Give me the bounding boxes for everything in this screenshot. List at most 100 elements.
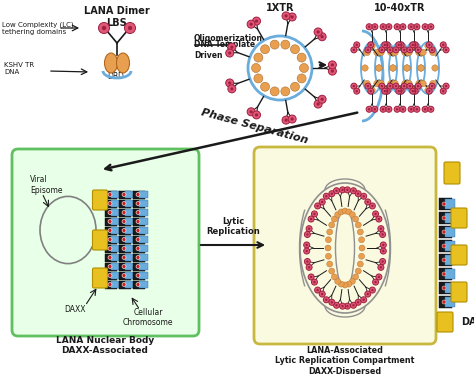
Circle shape <box>325 298 328 301</box>
FancyBboxPatch shape <box>105 254 117 261</box>
Circle shape <box>414 90 417 92</box>
Circle shape <box>261 45 270 54</box>
Circle shape <box>108 211 112 215</box>
Circle shape <box>252 64 261 73</box>
FancyBboxPatch shape <box>445 241 455 251</box>
Circle shape <box>361 297 367 303</box>
Circle shape <box>386 106 392 112</box>
FancyBboxPatch shape <box>125 245 134 252</box>
Circle shape <box>122 264 126 269</box>
FancyBboxPatch shape <box>133 199 145 208</box>
Circle shape <box>378 226 384 232</box>
Circle shape <box>331 301 333 303</box>
Circle shape <box>371 289 374 291</box>
Circle shape <box>270 87 279 96</box>
FancyBboxPatch shape <box>133 208 145 217</box>
FancyBboxPatch shape <box>139 227 148 234</box>
FancyBboxPatch shape <box>119 227 131 234</box>
Circle shape <box>411 90 414 92</box>
Circle shape <box>356 90 358 92</box>
FancyBboxPatch shape <box>92 268 108 288</box>
Circle shape <box>308 227 310 230</box>
Circle shape <box>136 264 140 269</box>
FancyBboxPatch shape <box>111 191 120 198</box>
Circle shape <box>353 49 355 51</box>
Text: Viral
Episome: Viral Episome <box>30 175 63 195</box>
Circle shape <box>430 49 436 56</box>
Circle shape <box>367 49 369 51</box>
Circle shape <box>429 83 435 89</box>
Circle shape <box>384 88 390 94</box>
Circle shape <box>323 193 329 199</box>
Circle shape <box>390 65 396 71</box>
FancyBboxPatch shape <box>444 162 460 184</box>
Circle shape <box>398 90 400 92</box>
Circle shape <box>359 245 365 251</box>
Circle shape <box>136 220 140 224</box>
Circle shape <box>122 255 126 260</box>
Circle shape <box>136 273 140 278</box>
Circle shape <box>108 237 112 242</box>
Circle shape <box>380 227 382 230</box>
Circle shape <box>414 24 420 30</box>
Text: 1XTR: 1XTR <box>266 3 294 13</box>
Circle shape <box>442 90 445 92</box>
Circle shape <box>325 195 328 197</box>
Circle shape <box>315 203 320 209</box>
Circle shape <box>136 255 140 260</box>
Circle shape <box>291 45 300 54</box>
Circle shape <box>346 188 349 191</box>
Circle shape <box>417 85 419 88</box>
Circle shape <box>417 49 419 51</box>
Circle shape <box>418 65 424 71</box>
Circle shape <box>108 202 112 205</box>
Circle shape <box>362 65 368 71</box>
Circle shape <box>357 193 359 195</box>
Circle shape <box>445 49 447 51</box>
Circle shape <box>122 211 126 215</box>
Circle shape <box>398 88 404 94</box>
FancyBboxPatch shape <box>105 272 117 279</box>
FancyBboxPatch shape <box>119 218 131 226</box>
Text: DAXX: DAXX <box>64 305 86 314</box>
FancyBboxPatch shape <box>119 236 131 243</box>
Circle shape <box>136 246 140 251</box>
FancyBboxPatch shape <box>139 272 148 279</box>
Circle shape <box>247 108 255 116</box>
Circle shape <box>411 44 414 46</box>
Circle shape <box>108 246 112 251</box>
Circle shape <box>325 245 331 251</box>
Circle shape <box>374 25 376 28</box>
Circle shape <box>366 24 372 30</box>
FancyBboxPatch shape <box>125 218 134 225</box>
Circle shape <box>297 53 306 62</box>
FancyBboxPatch shape <box>254 147 436 344</box>
Circle shape <box>403 49 405 51</box>
Circle shape <box>388 25 390 28</box>
FancyBboxPatch shape <box>111 218 120 225</box>
Circle shape <box>318 95 326 103</box>
Circle shape <box>374 281 377 283</box>
FancyBboxPatch shape <box>445 297 455 307</box>
Circle shape <box>382 42 388 48</box>
Circle shape <box>356 44 358 46</box>
Circle shape <box>392 80 398 87</box>
Circle shape <box>369 287 375 293</box>
FancyBboxPatch shape <box>125 272 134 279</box>
Circle shape <box>300 64 309 73</box>
Circle shape <box>420 80 426 87</box>
Circle shape <box>380 242 386 248</box>
Circle shape <box>314 100 322 108</box>
Circle shape <box>291 82 300 91</box>
Circle shape <box>366 201 369 203</box>
Circle shape <box>374 49 380 56</box>
Circle shape <box>402 49 408 56</box>
FancyBboxPatch shape <box>125 227 134 234</box>
Circle shape <box>369 203 375 209</box>
Circle shape <box>356 222 361 228</box>
Circle shape <box>314 28 322 36</box>
Circle shape <box>253 17 261 25</box>
Circle shape <box>122 193 126 196</box>
Circle shape <box>108 229 112 233</box>
Circle shape <box>424 25 426 28</box>
